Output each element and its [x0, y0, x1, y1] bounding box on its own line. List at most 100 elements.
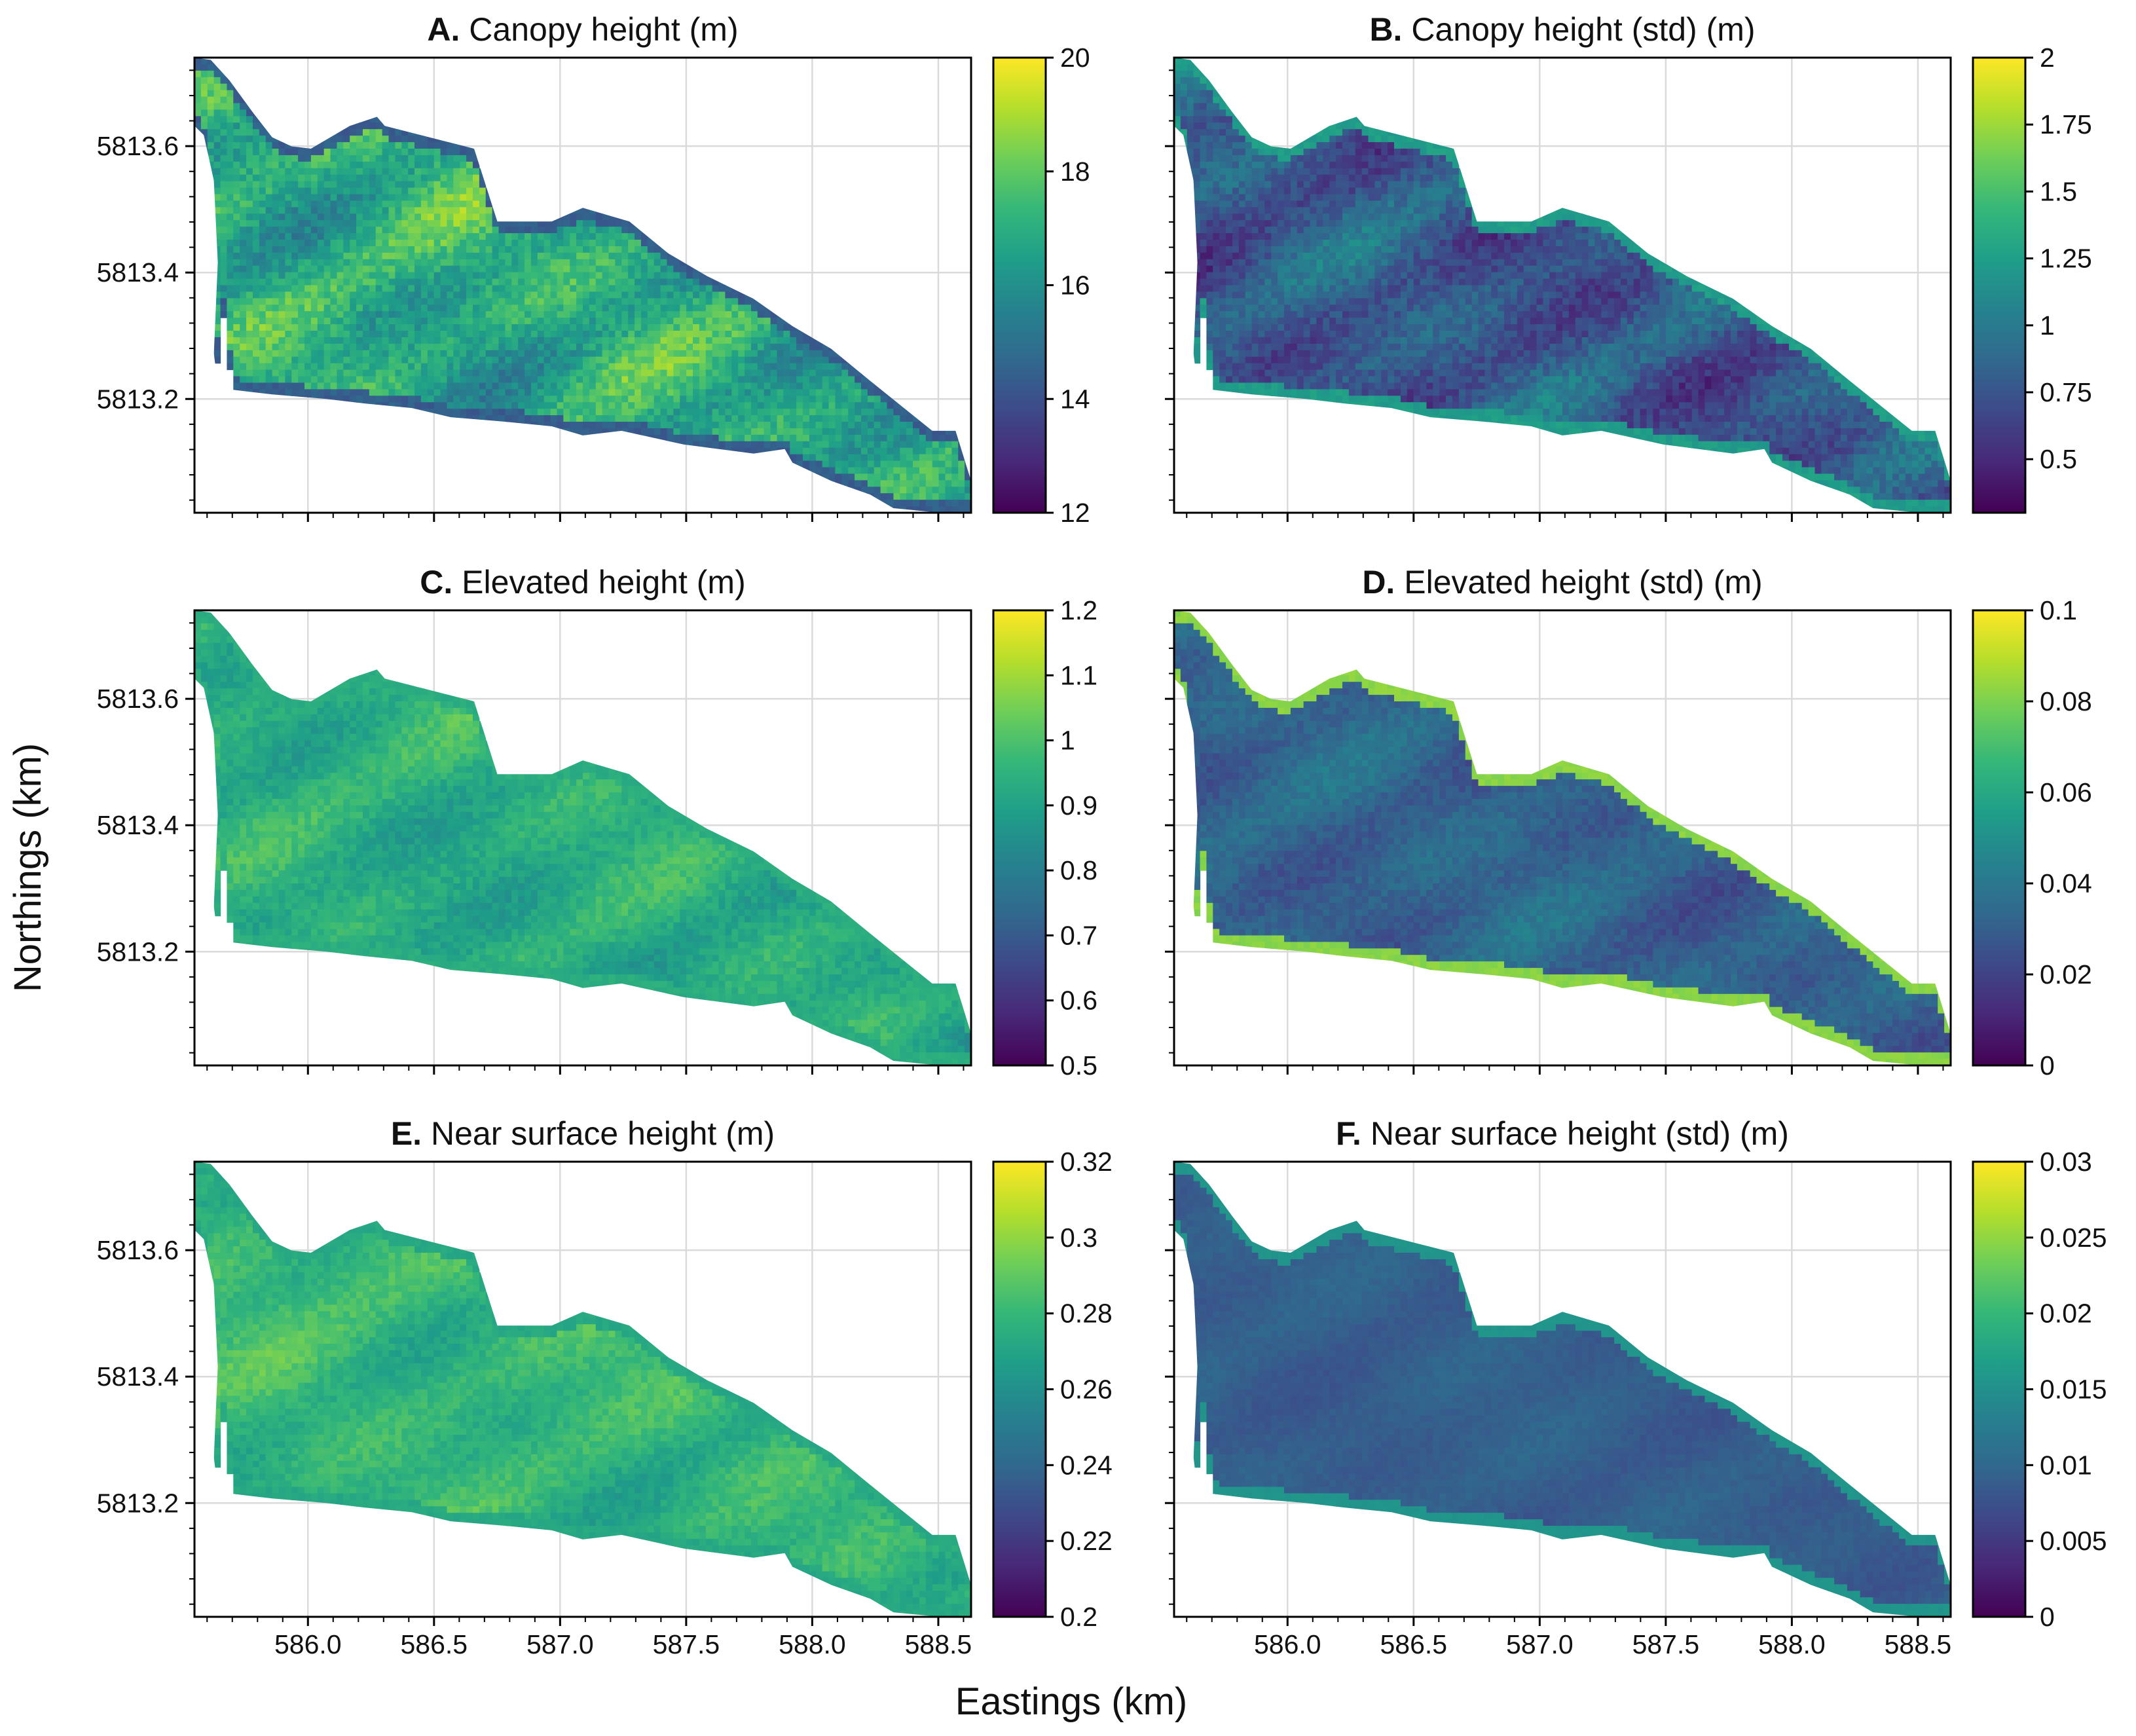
heatmap-cell: [757, 350, 765, 358]
heatmap-cell: [635, 428, 642, 435]
heatmap-cell: [350, 187, 357, 195]
heatmap-cell: [323, 233, 331, 240]
heatmap-cell: [233, 278, 240, 286]
heatmap-cell: [362, 122, 370, 130]
heatmap-cell: [420, 278, 428, 286]
heatmap-cells: [1174, 58, 1951, 513]
heatmap-cell: [745, 376, 752, 384]
heatmap-cell: [913, 454, 920, 462]
heatmap-cell: [369, 136, 377, 143]
heatmap-cell: [1206, 194, 1213, 202]
heatmap-cell: [252, 116, 260, 123]
heatmap-cell: [420, 129, 428, 136]
heatmap-cell: [220, 149, 228, 156]
heatmap-cell: [712, 331, 720, 338]
heatmap-cell: [893, 434, 900, 442]
heatmap-cell: [919, 415, 927, 422]
heatmap-cell: [278, 278, 285, 286]
heatmap-cell: [323, 213, 331, 221]
heatmap-cell: [628, 389, 635, 396]
heatmap-cell: [265, 369, 273, 377]
heatmap-cell: [712, 363, 720, 371]
heatmap-cell: [401, 207, 409, 214]
heatmap-cell: [369, 116, 377, 123]
heatmap-cell: [1238, 278, 1246, 286]
heatmap-cell: [1226, 350, 1233, 358]
heatmap-cell: [375, 194, 383, 202]
heatmap-cell: [362, 298, 370, 305]
heatmap-cell: [252, 161, 260, 169]
heatmap-cell: [362, 240, 370, 247]
heatmap-cell: [1284, 376, 1291, 384]
heatmap-cell: [362, 227, 370, 234]
heatmap-cell: [492, 298, 500, 305]
heatmap-cell: [628, 369, 635, 377]
heatmap-cell: [511, 422, 519, 429]
heatmap-cell: [595, 227, 603, 234]
heatmap-cell: [525, 356, 532, 364]
heatmap-cell: [860, 467, 868, 475]
heatmap-cell: [233, 389, 240, 396]
heatmap-cell: [608, 318, 616, 325]
heatmap-cell: [420, 207, 428, 214]
heatmap-cell: [453, 246, 460, 253]
heatmap-cell: [880, 473, 888, 481]
heatmap-cell: [337, 278, 344, 286]
heatmap-cell: [608, 305, 616, 312]
heatmap-cell: [1213, 220, 1220, 227]
heatmap-cell: [796, 389, 803, 396]
heatmap-cell: [860, 369, 868, 377]
heatmap-cell: [382, 136, 390, 143]
heatmap-cell: [938, 480, 946, 487]
heatmap-cell: [835, 389, 842, 396]
heatmap-cell: [919, 428, 927, 435]
heatmap-cell: [323, 272, 331, 280]
heatmap-cell: [1278, 252, 1285, 260]
heatmap-cell: [1251, 311, 1259, 318]
heatmap-cell: [213, 240, 221, 247]
heatmap-cell: [395, 142, 402, 149]
heatmap-cell: [570, 252, 577, 260]
heatmap-cell: [472, 389, 480, 396]
heatmap-cell: [1180, 96, 1188, 104]
heatmap-cell: [1187, 200, 1194, 208]
heatmap-cell: [815, 454, 823, 462]
heatmap-cell: [472, 376, 480, 384]
heatmap-cell: [841, 396, 849, 403]
heatmap-cell: [525, 318, 532, 325]
heatmap-cell: [213, 285, 221, 293]
heatmap-cell: [906, 506, 913, 513]
heatmap-cell: [511, 220, 519, 227]
heatmap-cell: [207, 70, 215, 78]
heatmap-cell: [401, 136, 409, 143]
heatmap-cell: [1264, 331, 1272, 338]
heatmap-cell: [570, 356, 577, 364]
heatmap-cell: [530, 233, 538, 240]
heatmap-cell: [1303, 155, 1311, 162]
heatmap-cell: [848, 434, 855, 442]
heatmap-cell: [472, 337, 480, 344]
heatmap-cell: [317, 272, 325, 280]
heatmap-cell: [1310, 246, 1317, 253]
heatmap-cell: [745, 382, 752, 390]
heatmap-cell: [1251, 200, 1259, 208]
heatmap-cell: [680, 434, 687, 442]
heatmap-cell: [835, 428, 842, 435]
heatmap-cell: [246, 337, 253, 344]
heatmap-cell: [505, 415, 512, 422]
heatmap-cell: [395, 305, 402, 312]
heatmap-cell: [343, 240, 350, 247]
heatmap-cell: [570, 389, 577, 396]
heatmap-cell: [783, 311, 790, 318]
heatmap-cell: [757, 311, 765, 318]
heatmap-cell: [317, 149, 325, 156]
heatmap-cell: [460, 396, 467, 403]
heatmap-cell: [350, 363, 357, 371]
heatmap-cell: [525, 350, 532, 358]
heatmap-cell: [1310, 227, 1317, 234]
heatmap-cell: [583, 428, 590, 435]
heatmap-cell: [447, 337, 454, 344]
heatmap-cell: [310, 285, 318, 293]
heatmap-cell: [518, 233, 525, 240]
heatmap-cell: [595, 318, 603, 325]
